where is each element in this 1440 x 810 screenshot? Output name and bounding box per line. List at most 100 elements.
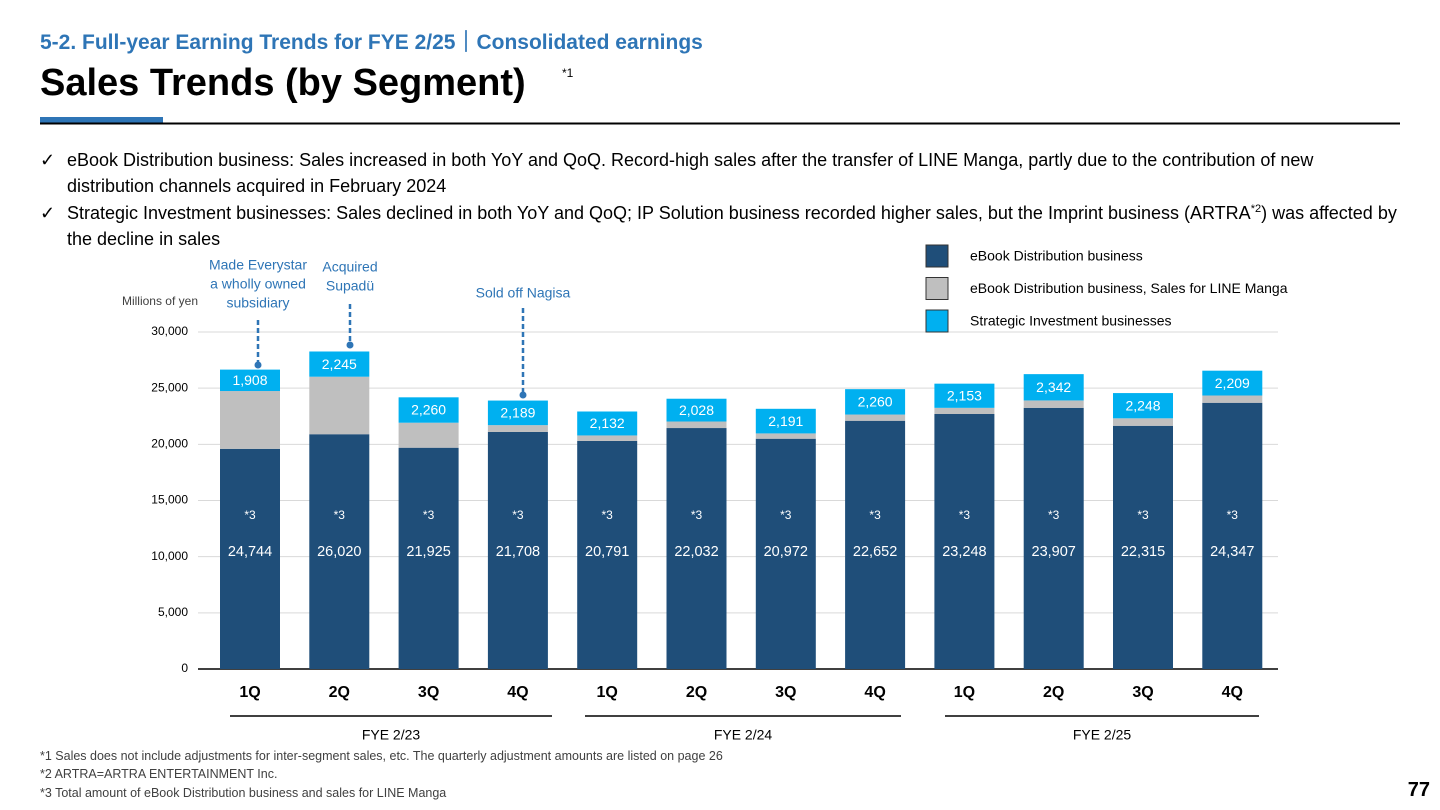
bar-segment: [1113, 425, 1173, 669]
bar-segment: [845, 414, 906, 421]
bar-segment: [845, 420, 906, 669]
annotation: subsidiary: [226, 295, 289, 311]
subtotal-note: *3: [959, 508, 971, 522]
annotation: Made Everystar: [209, 257, 307, 273]
bar-segment: [309, 351, 370, 377]
subtotal-note: *3: [334, 508, 346, 522]
bar-segment: [1023, 407, 1084, 669]
y-tick-label: 20,000: [151, 437, 188, 451]
bar-segment: [845, 389, 906, 415]
bar-segment: [755, 408, 816, 434]
bar-segment: [666, 428, 727, 669]
annotation: Acquired: [322, 259, 377, 275]
y-tick-label: 10,000: [151, 549, 188, 563]
legend-swatch: [925, 277, 949, 300]
subtotal-label: 22,315: [1121, 544, 1165, 560]
value-label: 2,132: [590, 415, 625, 431]
bar-segment: [487, 425, 548, 432]
bar-segment: [1113, 418, 1173, 426]
value-label: 2,209: [1215, 375, 1250, 391]
x-tick-label: 2Q: [1043, 684, 1064, 701]
subtotal-note: *3: [423, 508, 435, 522]
subtotal-label: 23,248: [942, 544, 986, 560]
subtotal-label: 24,347: [1210, 544, 1254, 560]
x-tick-label: 3Q: [1132, 684, 1153, 701]
bar-segment: [577, 435, 638, 441]
x-tick-label: 1Q: [954, 684, 975, 701]
bar-segment: [666, 421, 727, 429]
bar-segment: [398, 397, 459, 423]
bar-segment: [666, 398, 727, 422]
subtotal-note: *3: [244, 508, 256, 522]
annotation-dot: [519, 391, 527, 399]
subtotal-label: 20,791: [585, 544, 629, 560]
x-tick-label: 2Q: [329, 684, 350, 701]
title-accent: [40, 117, 163, 124]
subtotal-note: *3: [1048, 508, 1060, 522]
group-label: FYE 2/23: [362, 727, 421, 743]
subtotal-note: *3: [780, 508, 792, 522]
bullet-text: eBook Distribution business: Sales incre…: [67, 150, 1314, 196]
subtotal-label: 20,972: [764, 544, 808, 560]
value-label: 2,153: [947, 387, 982, 403]
bar-segment: [755, 438, 816, 669]
slide-title: Sales Trends (by Segment): [40, 62, 526, 104]
bar-segment: [220, 391, 280, 449]
x-tick-label: 3Q: [418, 684, 439, 701]
x-tick-label: 4Q: [1222, 684, 1243, 701]
bullet: ✓ eBook Distribution business: Sales inc…: [40, 147, 1400, 199]
bar-segment: [220, 448, 280, 669]
subtotal-note: *3: [1137, 508, 1149, 522]
annotation: a wholly owned: [210, 276, 306, 292]
y-tick-label: 25,000: [151, 380, 188, 394]
y-axis-label: Millions of yen: [122, 294, 198, 308]
bar-segment: [1202, 395, 1263, 403]
section-header: 5-2. Full-year Earning Trends for FYE 2/…: [40, 31, 703, 54]
bar-segment: [1023, 400, 1084, 408]
bullet-sup: *2: [1250, 203, 1262, 215]
value-label: 2,342: [1036, 379, 1071, 395]
value-label: 1,908: [232, 372, 267, 388]
subtotal-label: 21,708: [496, 544, 540, 560]
x-tick-label: 3Q: [775, 684, 796, 701]
bullet-mark: ✓: [40, 150, 56, 170]
footnote: *2 ARTRA=ARTRA ENTERTAINMENT Inc.: [40, 767, 278, 781]
subtotal-label: 23,907: [1032, 544, 1076, 560]
bar-segment: [220, 369, 280, 392]
legend-label: Strategic Investment businesses: [970, 313, 1172, 329]
bar-segment: [577, 411, 638, 436]
bullet-mark: ✓: [40, 203, 56, 223]
x-tick-label: 4Q: [507, 684, 528, 701]
bullet-text: Strategic Investment businesses: Sales d…: [67, 203, 1251, 223]
subtotal-label: 22,652: [853, 544, 897, 560]
bar-segment: [577, 440, 638, 669]
subtotal-note: *3: [869, 508, 881, 522]
annotation-dot: [254, 361, 262, 369]
subtotal-label: 22,032: [674, 544, 718, 560]
legend-swatch: [925, 309, 949, 333]
bar-segment: [934, 383, 995, 408]
value-label: 2,245: [322, 356, 357, 372]
footnote: *1 Sales does not include adjustments fo…: [40, 749, 723, 763]
x-tick-label: 4Q: [864, 684, 885, 701]
subtotal-label: 24,744: [228, 544, 272, 560]
bar-segment: [1202, 370, 1263, 396]
page-number: 77: [1407, 779, 1430, 801]
subtotal-note: *3: [512, 508, 524, 522]
bar-segment: [1113, 393, 1173, 419]
group-label: FYE 2/24: [714, 727, 773, 743]
subtotal-note: *3: [602, 508, 614, 522]
bar-segment: [934, 414, 995, 669]
footnote: *3 Total amount of eBook Distribution bu…: [40, 786, 447, 800]
bar-segment: [487, 431, 548, 669]
legend-label: eBook Distribution business, Sales for L…: [970, 280, 1288, 296]
bullet-text: ) was affected by the decline in sales: [67, 203, 1397, 249]
x-tick-label: 2Q: [686, 684, 707, 701]
title-note: *1: [562, 66, 574, 80]
bar-segment: [1023, 374, 1084, 401]
y-tick-label: 30,000: [151, 324, 188, 338]
value-label: 2,189: [500, 405, 535, 421]
subtotal-label: 26,020: [317, 544, 361, 560]
